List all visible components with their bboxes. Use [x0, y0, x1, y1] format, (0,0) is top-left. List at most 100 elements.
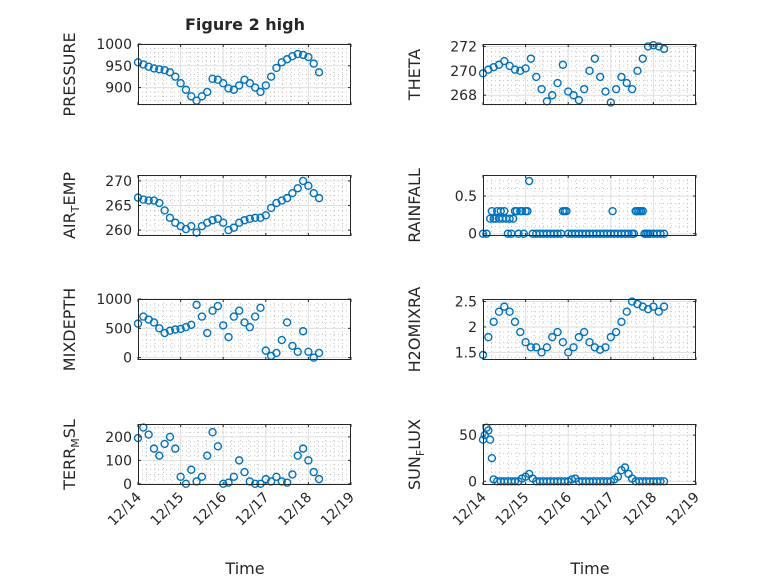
data-point [643, 42, 653, 51]
major-grid [483, 44, 696, 105]
data-point [611, 84, 621, 94]
y-axis-label: TERRMSL [60, 419, 82, 491]
data-point [521, 64, 530, 73]
data-point [617, 317, 626, 327]
data-point [304, 52, 313, 62]
data-point [192, 300, 201, 310]
data-point [505, 307, 514, 316]
data-point [165, 432, 175, 442]
data-point [282, 478, 292, 487]
data-point [224, 478, 233, 487]
data-point [532, 343, 541, 352]
axes-box [483, 44, 696, 105]
data-point [564, 348, 573, 357]
axes-box [483, 175, 696, 236]
data-point [516, 327, 525, 337]
data-point [500, 206, 509, 216]
data-point [485, 435, 495, 444]
data-point [629, 229, 639, 238]
tick-marks [482, 44, 697, 105]
data-point [622, 307, 631, 316]
data-point [293, 347, 302, 356]
data-point [659, 302, 669, 311]
data-point [654, 307, 663, 316]
data-point [245, 214, 255, 223]
y-axis-label: SUNFLUX [405, 419, 427, 490]
data-point [160, 439, 169, 449]
data-point [234, 456, 244, 465]
data-point [144, 62, 153, 71]
y-tick-label: 500 [105, 321, 132, 337]
data-point [590, 54, 600, 63]
data-point [245, 322, 255, 332]
plot-area [483, 424, 696, 485]
data-point [187, 221, 196, 231]
data-point [218, 79, 228, 88]
data-point [203, 87, 212, 97]
subplot-pressure: 900 950 1000 PRESSURE [60, 32, 352, 117]
data-point [277, 335, 286, 345]
tick-marks [137, 424, 352, 485]
data-point [176, 79, 185, 88]
axes-box [138, 424, 351, 485]
subplot-air-temp: 260 265 270 AIRTEMP [60, 172, 352, 239]
data-point [261, 81, 270, 90]
data-point [171, 325, 180, 334]
data-point [197, 472, 207, 481]
data-point [624, 229, 633, 238]
data-point [309, 59, 318, 68]
y-tick-label: 2.5 [455, 295, 477, 311]
data-point [521, 338, 530, 347]
data-point [192, 228, 201, 237]
data-point [558, 60, 568, 69]
data-point [149, 64, 159, 73]
data-point [606, 332, 615, 342]
data-point [224, 332, 233, 342]
data-point [542, 343, 552, 352]
data-point [208, 428, 217, 437]
y-tick-label: 0 [468, 474, 477, 490]
data-point [512, 206, 521, 216]
data-point [229, 223, 239, 232]
data-point [622, 78, 631, 88]
data-point [234, 306, 244, 315]
data-point [638, 206, 647, 216]
data-point [149, 444, 159, 453]
data-point [213, 442, 223, 451]
y-tick-label: 1000 [96, 37, 132, 53]
figure-title: Figure 2 high [185, 15, 305, 34]
data-point [288, 188, 297, 198]
data-point [155, 65, 164, 74]
subplot-h2omixra: 1.5 2 2.5 H2OMIXRA [405, 287, 697, 372]
data-point [601, 87, 610, 96]
data-point [314, 68, 324, 77]
data-point [208, 216, 217, 225]
data-point [176, 324, 185, 334]
data-point [187, 92, 196, 101]
y-tick-label: 270 [105, 174, 132, 190]
data-point [229, 85, 239, 94]
data-point [272, 63, 281, 73]
data-point [256, 87, 265, 97]
data-point [272, 348, 281, 358]
data-point [500, 302, 509, 311]
data-point [298, 50, 308, 60]
data-point [224, 84, 233, 93]
data-point [314, 474, 324, 484]
data-point [240, 216, 249, 225]
data-point [503, 229, 513, 238]
data-point [288, 52, 297, 61]
y-tick-label: 268 [450, 88, 477, 104]
y-axis-label: PRESSURE [60, 32, 79, 116]
x-axis-label-left: Time [224, 559, 264, 578]
data-point [197, 312, 207, 321]
axes-box [138, 44, 351, 105]
data-point [526, 343, 536, 352]
tick-marks [137, 43, 352, 105]
y-tick-label: 1.5 [455, 345, 477, 361]
data-point [638, 54, 647, 63]
data-point [298, 176, 308, 186]
data-point [304, 456, 313, 465]
data-point [261, 346, 270, 355]
data-point [611, 327, 621, 337]
